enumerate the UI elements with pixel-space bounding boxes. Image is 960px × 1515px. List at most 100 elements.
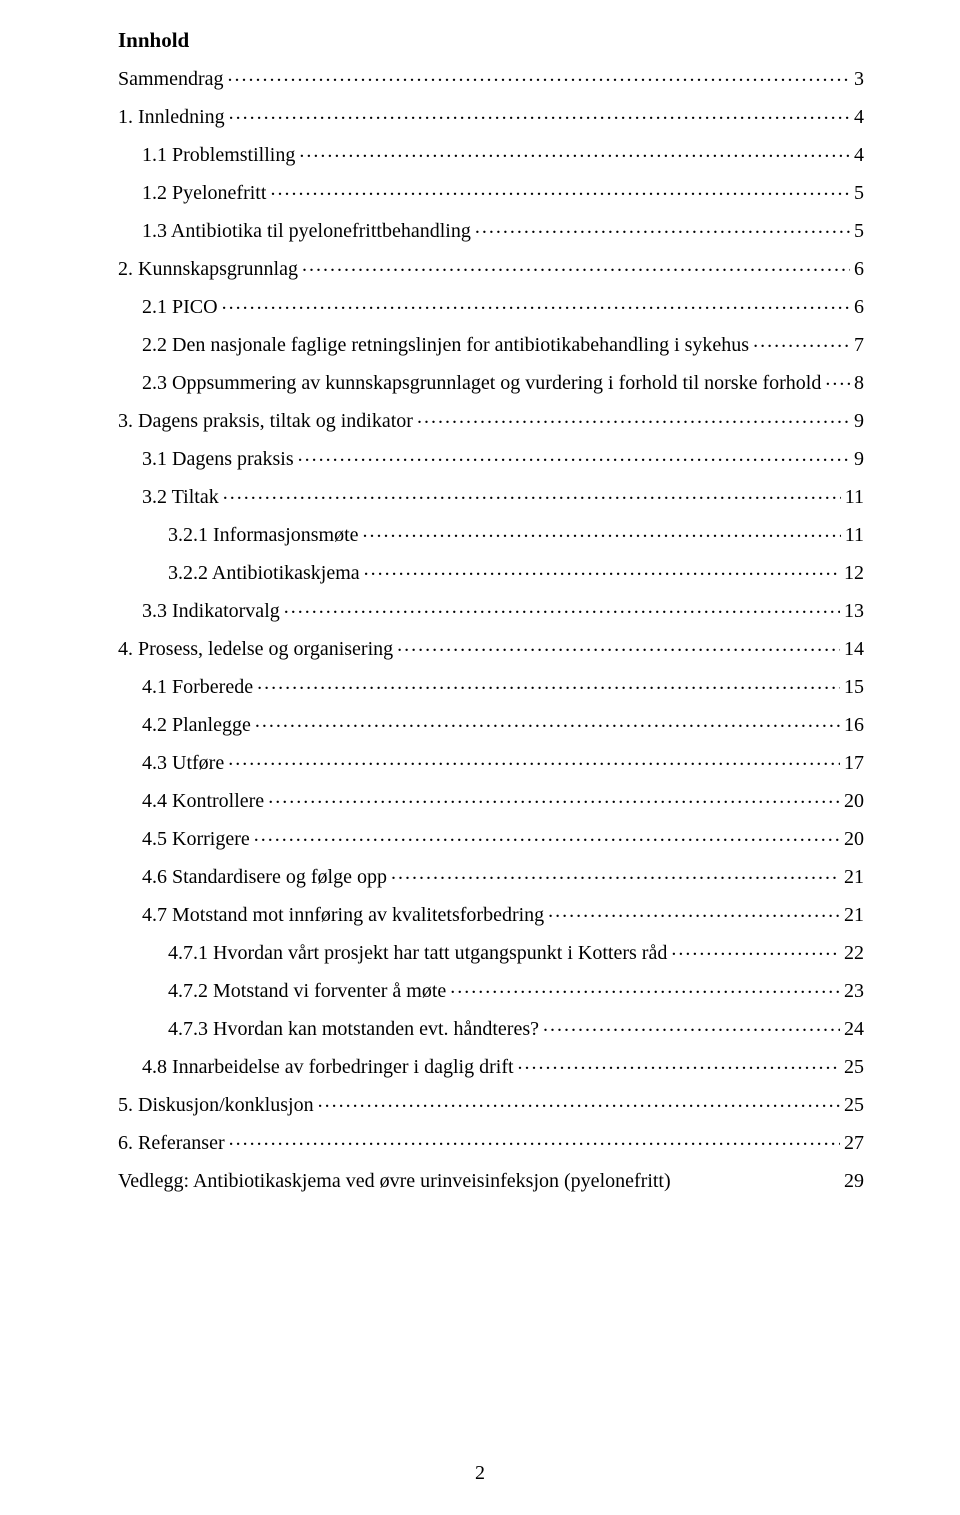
- toc-entry-page: 17: [844, 752, 864, 775]
- toc-entry-label: 3.2 Tiltak: [142, 486, 219, 509]
- toc-entry: 3.2.1 Informasjonsmøte 11: [118, 521, 864, 547]
- toc-entry: 3.2 Tiltak 11: [118, 483, 864, 509]
- toc-entry: 4.7.3 Hvordan kan motstanden evt. håndte…: [118, 1015, 864, 1041]
- toc-entry-page: 24: [844, 1018, 864, 1041]
- toc-entry-page: 20: [844, 828, 864, 851]
- toc-entry-leader: [391, 863, 840, 883]
- toc-entry-leader: [397, 635, 840, 655]
- toc-entry-leader: [298, 445, 850, 465]
- toc-list: Sammendrag 3 1. Innledning4 1.1 Problemstil…: [118, 65, 864, 1193]
- toc-entry-label: 4.1 Forberede: [142, 676, 253, 699]
- toc-entry-leader: [450, 977, 840, 997]
- toc-entry-leader: [675, 1167, 840, 1187]
- toc-entry-label: 4. Prosess, ledelse og organisering: [118, 638, 393, 661]
- toc-entry-label: 3. Dagens praksis, tiltak og indikator: [118, 410, 413, 433]
- toc-entry-label: 1.3 Antibiotika til pyelonefrittbehandli…: [142, 220, 471, 243]
- toc-entry-page: 5: [854, 182, 864, 205]
- toc-entry-leader: [671, 939, 840, 959]
- toc-entry-leader: [417, 407, 850, 427]
- toc-entry: 4.6 Standardisere og følge opp 21: [118, 863, 864, 889]
- toc-entry-page: 21: [844, 866, 864, 889]
- toc-entry-label: 4.3 Utføre: [142, 752, 224, 775]
- toc-entry-label: 4.6 Standardisere og følge opp: [142, 866, 387, 889]
- toc-entry-leader: [255, 711, 840, 731]
- toc-entry-page: 4: [854, 144, 864, 167]
- toc-entry-page: 6: [854, 296, 864, 319]
- toc-entry: 4.3 Utføre 17: [118, 749, 864, 775]
- page-number: 2: [0, 1462, 960, 1485]
- toc-entry-page: 25: [844, 1056, 864, 1079]
- toc-entry-label: 4.7 Motstand mot innføring av kvalitetsf…: [142, 904, 544, 927]
- toc-entry-page: 15: [844, 676, 864, 699]
- toc-entry-label: 2. Kunnskapsgrunnlag: [118, 258, 298, 281]
- toc-entry: 4.1 Forberede 15: [118, 673, 864, 699]
- toc-entry-label: 3.2.2 Antibiotikaskjema: [168, 562, 360, 585]
- toc-entry: 2.2 Den nasjonale faglige retningslinjen…: [118, 331, 864, 357]
- toc-entry-label: 4.2 Planlegge: [142, 714, 251, 737]
- toc-entry-page: 8: [854, 372, 864, 395]
- toc-entry-label: 4.7.3 Hvordan kan motstanden evt. håndte…: [168, 1018, 539, 1041]
- toc-entry-page: 16: [844, 714, 864, 737]
- toc-entry-label: 4.4 Kontrollere: [142, 790, 264, 813]
- toc-entry-page: 11: [845, 524, 864, 547]
- toc-entry-page: 9: [854, 410, 864, 433]
- toc-entry-page: 9: [854, 448, 864, 471]
- toc-entry-label: 1.1 Problemstilling: [142, 144, 295, 167]
- toc-entry: Sammendrag 3: [118, 65, 864, 91]
- toc-entry-label: 3.1 Dagens praksis: [142, 448, 294, 471]
- toc-entry-page: 11: [845, 486, 864, 509]
- toc-entry-page: 12: [844, 562, 864, 585]
- toc-entry-leader: [543, 1015, 840, 1035]
- toc-entry-page: 5: [854, 220, 864, 243]
- toc-entry-leader: [284, 597, 840, 617]
- toc-entry-leader: [222, 293, 850, 313]
- toc-entry-page: 20: [844, 790, 864, 813]
- toc-entry-label: 3.2.1 Informasjonsmøte: [168, 524, 359, 547]
- toc-entry: Vedlegg: Antibiotikaskjema ved øvre urin…: [118, 1167, 864, 1193]
- toc-entry-leader: [548, 901, 840, 921]
- toc-entry-page: 3: [854, 68, 864, 91]
- toc-entry: 3.1 Dagens praksis 9: [118, 445, 864, 471]
- toc-entry-leader: [270, 179, 850, 199]
- toc-entry-page: 7: [854, 334, 864, 357]
- toc-entry-leader: [753, 331, 850, 351]
- toc-entry: 4.5 Korrigere 20: [118, 825, 864, 851]
- toc-entry: 2.1 PICO6: [118, 293, 864, 319]
- toc-entry: 2.3 Oppsummering av kunnskapsgrunnlaget …: [118, 369, 864, 395]
- toc-entry-leader: [518, 1053, 840, 1073]
- toc-entry-page: 22: [844, 942, 864, 965]
- toc-entry: 1.1 Problemstilling 4: [118, 141, 864, 167]
- toc-entry-page: 14: [844, 638, 864, 661]
- toc-entry-label: 6. Referanser: [118, 1132, 225, 1155]
- toc-title: Innhold: [118, 28, 864, 53]
- toc-entry-label: 3.3 Indikatorvalg: [142, 600, 280, 623]
- toc-entry-leader: [257, 673, 840, 693]
- toc-entry: 4.4 Kontrollere 20: [118, 787, 864, 813]
- toc-entry-leader: [364, 559, 840, 579]
- toc-entry: 3. Dagens praksis, tiltak og indikator 9: [118, 407, 864, 433]
- toc-entry: 3.3 Indikatorvalg13: [118, 597, 864, 623]
- toc-entry-leader: [268, 787, 840, 807]
- toc-entry-label: 4.5 Korrigere: [142, 828, 250, 851]
- toc-entry-leader: [299, 141, 850, 161]
- toc-entry: 1.2 Pyelonefritt5: [118, 179, 864, 205]
- toc-entry-label: Sammendrag: [118, 68, 224, 91]
- toc-entry-leader: [254, 825, 840, 845]
- toc-entry: 6. Referanser27: [118, 1129, 864, 1155]
- toc-entry-leader: [223, 483, 841, 503]
- toc-entry-leader: [228, 749, 840, 769]
- toc-entry-leader: [475, 217, 850, 237]
- toc-entry: 4.7.2 Motstand vi forventer å møte23: [118, 977, 864, 1003]
- toc-entry: 1. Innledning4: [118, 103, 864, 129]
- toc-entry: 4.2 Planlegge 16: [118, 711, 864, 737]
- toc-entry-leader: [302, 255, 850, 275]
- toc-entry: 4.8 Innarbeidelse av forbedringer i dagl…: [118, 1053, 864, 1079]
- toc-entry-page: 4: [854, 106, 864, 129]
- toc-entry-label: 4.8 Innarbeidelse av forbedringer i dagl…: [142, 1056, 514, 1079]
- toc-entry-leader: [363, 521, 841, 541]
- toc-entry-label: Vedlegg: Antibiotikaskjema ved øvre urin…: [118, 1170, 671, 1193]
- toc-entry: 5. Diskusjon/konklusjon25: [118, 1091, 864, 1117]
- toc-entry-page: 25: [844, 1094, 864, 1117]
- toc-entry-label: 4.7.2 Motstand vi forventer å møte: [168, 980, 446, 1003]
- toc-entry-page: 21: [844, 904, 864, 927]
